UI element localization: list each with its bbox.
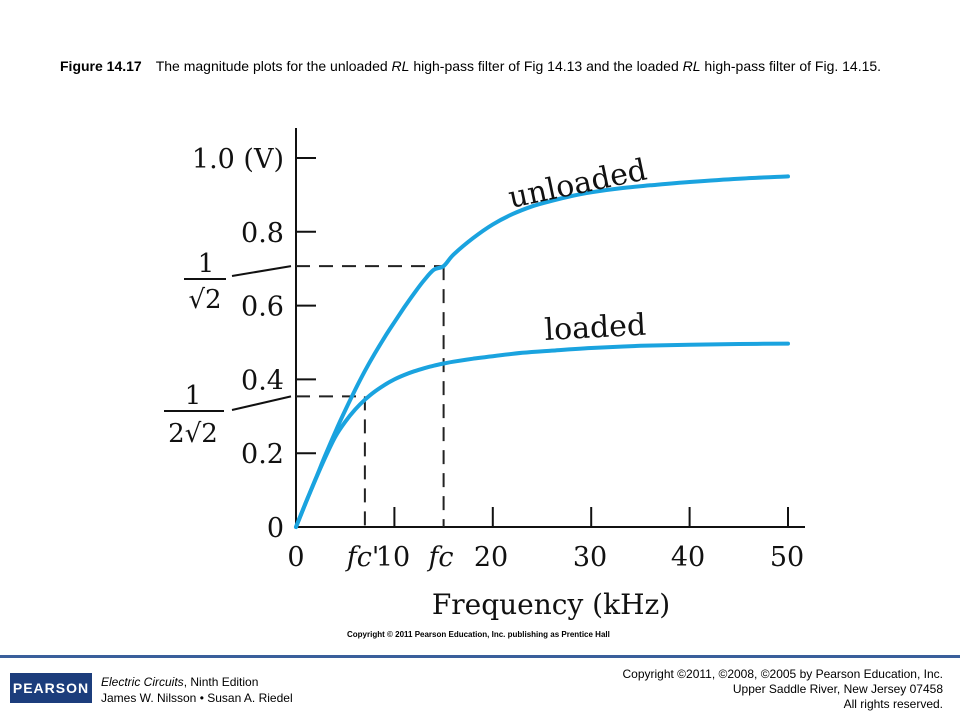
frac1-leader-line (231, 265, 292, 277)
rights-line-3: All rights reserved. (843, 697, 943, 711)
x-tick-label: 50 (770, 542, 804, 573)
book-info: Electric Circuits, Ninth Edition James W… (101, 674, 293, 706)
fc-label: fc (426, 542, 453, 573)
book-title: Electric Circuits (101, 675, 184, 689)
caption-text-1: The magnitude plots for the unloaded (155, 58, 392, 74)
figure-caption: Figure 14.17 The magnitude plots for the … (60, 57, 910, 75)
series-label-unloaded: unloaded (505, 152, 650, 215)
caption-text-3: high-pass filter of Fig. 14.15. (700, 58, 882, 74)
pearson-logo-text: PEARSON (12, 680, 90, 696)
caption-italic-1: RL (391, 58, 410, 74)
pearson-logo: PEARSON (10, 673, 92, 703)
chart-labels: 0 0.2 0.4 0.6 0.8 1.0 (V) 0 10 20 30 40 50 Frequency… (164, 144, 804, 621)
rights-line-2: Upper Saddle River, New Jersey 07458 (732, 682, 943, 696)
frac1-denominator: √2 (188, 285, 221, 315)
chart-copyright: Copyright © 2011 Pearson Education, Inc.… (347, 630, 610, 639)
x-tick-label: 30 (573, 542, 607, 573)
y-tick-label: 0.6 (241, 292, 284, 323)
y-tick-label: 0.2 (241, 439, 284, 470)
caption-text-2: high-pass filter of Fig 14.13 and the lo… (409, 58, 683, 74)
caption-italic-2: RL (682, 58, 701, 74)
chart-axes (295, 128, 805, 528)
rights-line-1: Copyright ©2011, ©2008, ©2005 by Pearson… (622, 667, 943, 681)
publisher-rights: Copyright ©2011, ©2008, ©2005 by Pearson… (622, 667, 943, 712)
book-edition: , Ninth Edition (183, 675, 259, 689)
frac2-leader-line (231, 395, 292, 411)
x-axis-label: Frequency (kHz) (432, 588, 670, 621)
magnitude-plot: 0 0.2 0.4 0.6 0.8 1.0 (V) 0 10 20 30 40 50 Frequency… (164, 128, 805, 621)
y-tick-label: 0 (267, 513, 284, 544)
x-tick-label: 40 (671, 542, 705, 573)
fcp-label: fc' (345, 542, 380, 573)
y-tick-label: 1.0 (V) (192, 144, 284, 175)
series-unloaded-line (294, 174, 790, 529)
frac1-numerator: 1 (198, 249, 215, 279)
series-label-loaded: loaded (544, 308, 647, 348)
y-tick-label: 0.4 (241, 365, 284, 396)
book-title-line: Electric Circuits, Ninth Edition (101, 674, 293, 690)
footer-divider (0, 655, 960, 658)
chart-series (294, 174, 790, 529)
x-tick-label: 0 (287, 542, 304, 573)
x-tick-label: 20 (474, 542, 508, 573)
y-tick-label: 0.8 (241, 218, 284, 249)
frac2-numerator: 1 (185, 381, 202, 411)
x-tick-label: 10 (376, 542, 410, 573)
frac2-denominator: 2√2 (168, 419, 218, 449)
book-authors: James W. Nilsson • Susan A. Riedel (101, 691, 293, 705)
series-loaded-line (294, 341, 790, 529)
figure-label: Figure 14.17 (60, 58, 142, 74)
